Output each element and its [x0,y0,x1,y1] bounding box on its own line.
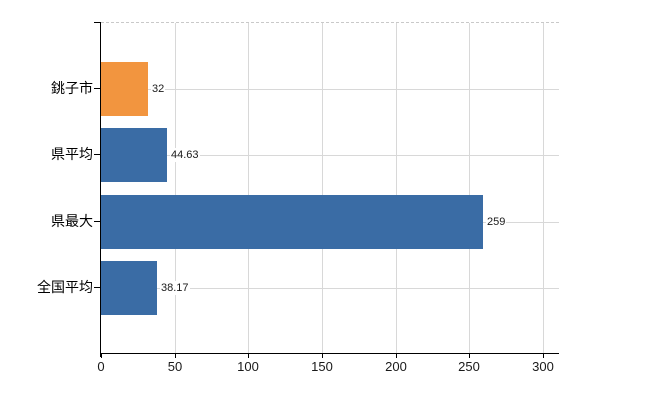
x-tick-0 [101,353,102,358]
gridline-vertical-250 [469,23,470,353]
y-tick-2 [94,221,101,222]
x-axis-line [101,353,559,354]
bar-1 [101,128,167,182]
plot-area: 32 44.63 259 38.17 [101,22,559,353]
x-tick-label: 100 [237,359,259,374]
x-tick-250 [469,353,470,358]
x-tick-150 [322,353,323,358]
x-tick-label: 50 [167,359,183,374]
gridline-horizontal-1 [101,155,559,156]
bar-value-label: 44.63 [170,148,200,162]
x-tick-300 [543,353,544,358]
category-label: 県最大 [51,213,93,229]
gridline-vertical-200 [396,23,397,353]
category-label: 県平均 [51,146,93,162]
x-tick-100 [248,353,249,358]
bar-3 [101,261,157,315]
x-tick-label: 200 [385,359,407,374]
x-tick-200 [396,353,397,358]
x-tick-label: 0 [97,359,105,374]
x-tick-50 [175,353,176,358]
gridline-vertical-150 [322,23,323,353]
x-tick-label: 250 [458,359,480,374]
gridline-horizontal-0 [101,89,559,90]
y-axis-end-tick [94,22,101,23]
bar-value-label: 32 [151,82,166,96]
x-tick-label: 300 [532,359,554,374]
y-tick-3 [94,287,101,288]
bar-value-label: 259 [486,215,507,229]
y-tick-1 [94,154,101,155]
bar-value-label: 38.17 [160,281,190,295]
x-tick-label: 150 [311,359,333,374]
gridline-vertical-100 [248,23,249,353]
gridline-vertical-50 [175,23,176,353]
y-tick-0 [94,88,101,89]
bar-2 [101,195,483,249]
gridline-vertical-300 [543,23,544,353]
y-axis-line [100,22,101,357]
gridline-horizontal-3 [101,288,559,289]
category-label: 全国平均 [37,279,93,295]
category-label: 銚子市 [51,80,93,96]
bar-0 [101,62,148,116]
